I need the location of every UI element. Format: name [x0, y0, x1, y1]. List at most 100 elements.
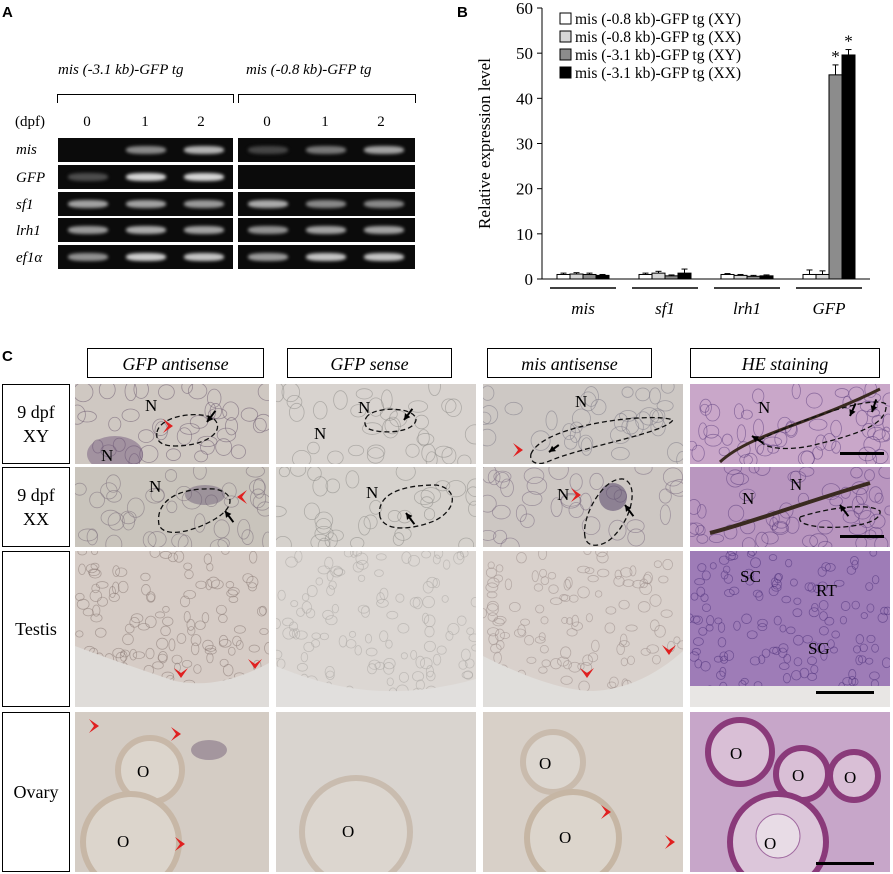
cell-outline: [548, 584, 559, 594]
y-tick-label: 30: [516, 135, 533, 154]
cell-outline: [230, 444, 246, 459]
red-arrowhead: [571, 488, 581, 502]
cell-outline: [746, 630, 758, 640]
cell-outline: [793, 657, 803, 667]
cell-outline: [425, 665, 434, 678]
cell-outline: [741, 613, 752, 624]
cell-outline: [190, 634, 202, 647]
cell-outline: [397, 509, 413, 524]
cell-outline: [367, 397, 384, 417]
cell-outline: [753, 418, 764, 438]
cell-outline: [374, 569, 384, 577]
category-label: sf1: [655, 299, 675, 318]
cell-outline: [492, 504, 511, 520]
cell-outline: [848, 523, 868, 536]
cell-outline: [422, 595, 435, 609]
cell-outline: [319, 632, 329, 641]
cell-outline: [568, 502, 584, 518]
micrograph-tile: N: [690, 384, 890, 464]
cell-outline: [193, 664, 202, 674]
cell-outline: [190, 642, 200, 656]
cell-outline: [590, 399, 607, 416]
tissue-label: N: [557, 485, 570, 504]
micrograph-texture: [276, 384, 476, 464]
cell-outline: [100, 482, 118, 500]
cell-outline: [487, 612, 498, 622]
cell-outline: [587, 575, 599, 583]
cell-outline: [233, 625, 246, 634]
cell-outline: [745, 575, 755, 586]
gel-lane-row: [238, 192, 415, 216]
cell-outline: [763, 436, 783, 447]
gel-band: [364, 200, 404, 208]
cell-outline: [464, 658, 475, 669]
day-label: 2: [197, 114, 205, 130]
cell-outline: [629, 565, 637, 577]
cell-outline: [333, 567, 343, 576]
cell-outline: [327, 450, 344, 464]
cell-outline: [609, 426, 631, 444]
cell-outline: [500, 537, 520, 547]
cell-outline: [693, 637, 704, 646]
cell-outline: [813, 584, 821, 593]
cell-outline: [387, 510, 402, 523]
cell-outline: [105, 474, 121, 493]
cell-outline: [830, 419, 842, 438]
micrograph-tile: SC RT SG: [690, 551, 890, 707]
cell-outline: [324, 666, 335, 678]
stained-region: [87, 436, 143, 464]
cell-outline: [494, 628, 505, 642]
row-header-testis: Testis: [2, 551, 70, 707]
cell-outline: [696, 534, 709, 544]
cell-outline: [311, 632, 321, 640]
cell-outline: [799, 667, 810, 679]
gel-band: [306, 226, 346, 234]
cell-outline: [874, 492, 884, 504]
cell-outline: [851, 600, 860, 610]
cell-outline: [720, 570, 729, 580]
micrograph-tile: O: [276, 712, 476, 872]
cell-outline: [654, 625, 666, 638]
cell-outline: [620, 567, 633, 578]
cell-outline: [216, 427, 237, 443]
cell-outline: [604, 622, 616, 634]
bar: [828, 74, 843, 280]
cell-outline: [381, 389, 393, 411]
cell-outline: [815, 642, 826, 653]
cell-outline: [520, 618, 531, 626]
cell-outline: [857, 655, 867, 664]
cell-outline: [761, 648, 771, 658]
cell-outline: [447, 622, 460, 635]
cell-outline: [235, 639, 244, 650]
cell-outline: [727, 551, 738, 557]
gel-band: [248, 253, 288, 261]
cell-outline: [730, 473, 749, 486]
cell-outline: [166, 500, 178, 514]
cell-outline: [171, 533, 189, 547]
cell-outline: [783, 653, 792, 664]
cell-outline: [278, 467, 290, 478]
cell-outline: [470, 597, 476, 608]
cell-outline: [538, 666, 548, 674]
cell-outline: [167, 552, 178, 563]
day-label: 2: [377, 114, 385, 130]
cell-outline: [531, 570, 539, 583]
cell-outline: [408, 400, 428, 413]
cell-outline: [203, 553, 212, 565]
cell-outline: [181, 384, 193, 394]
cell-outline: [382, 418, 400, 439]
cell-outline: [78, 563, 86, 576]
cell-outline: [483, 428, 497, 447]
gel-band: [248, 226, 288, 234]
red-arrowhead: [171, 727, 181, 741]
cell-outline: [690, 522, 699, 537]
cell-outline: [752, 388, 765, 404]
cell-outline: [107, 512, 125, 531]
cell-outline: [690, 651, 700, 662]
gel-band: [184, 146, 224, 154]
cell-outline: [723, 467, 742, 475]
cell-outline: [276, 649, 283, 660]
cell-outline: [77, 551, 87, 556]
y-tick-label: 50: [516, 44, 533, 63]
